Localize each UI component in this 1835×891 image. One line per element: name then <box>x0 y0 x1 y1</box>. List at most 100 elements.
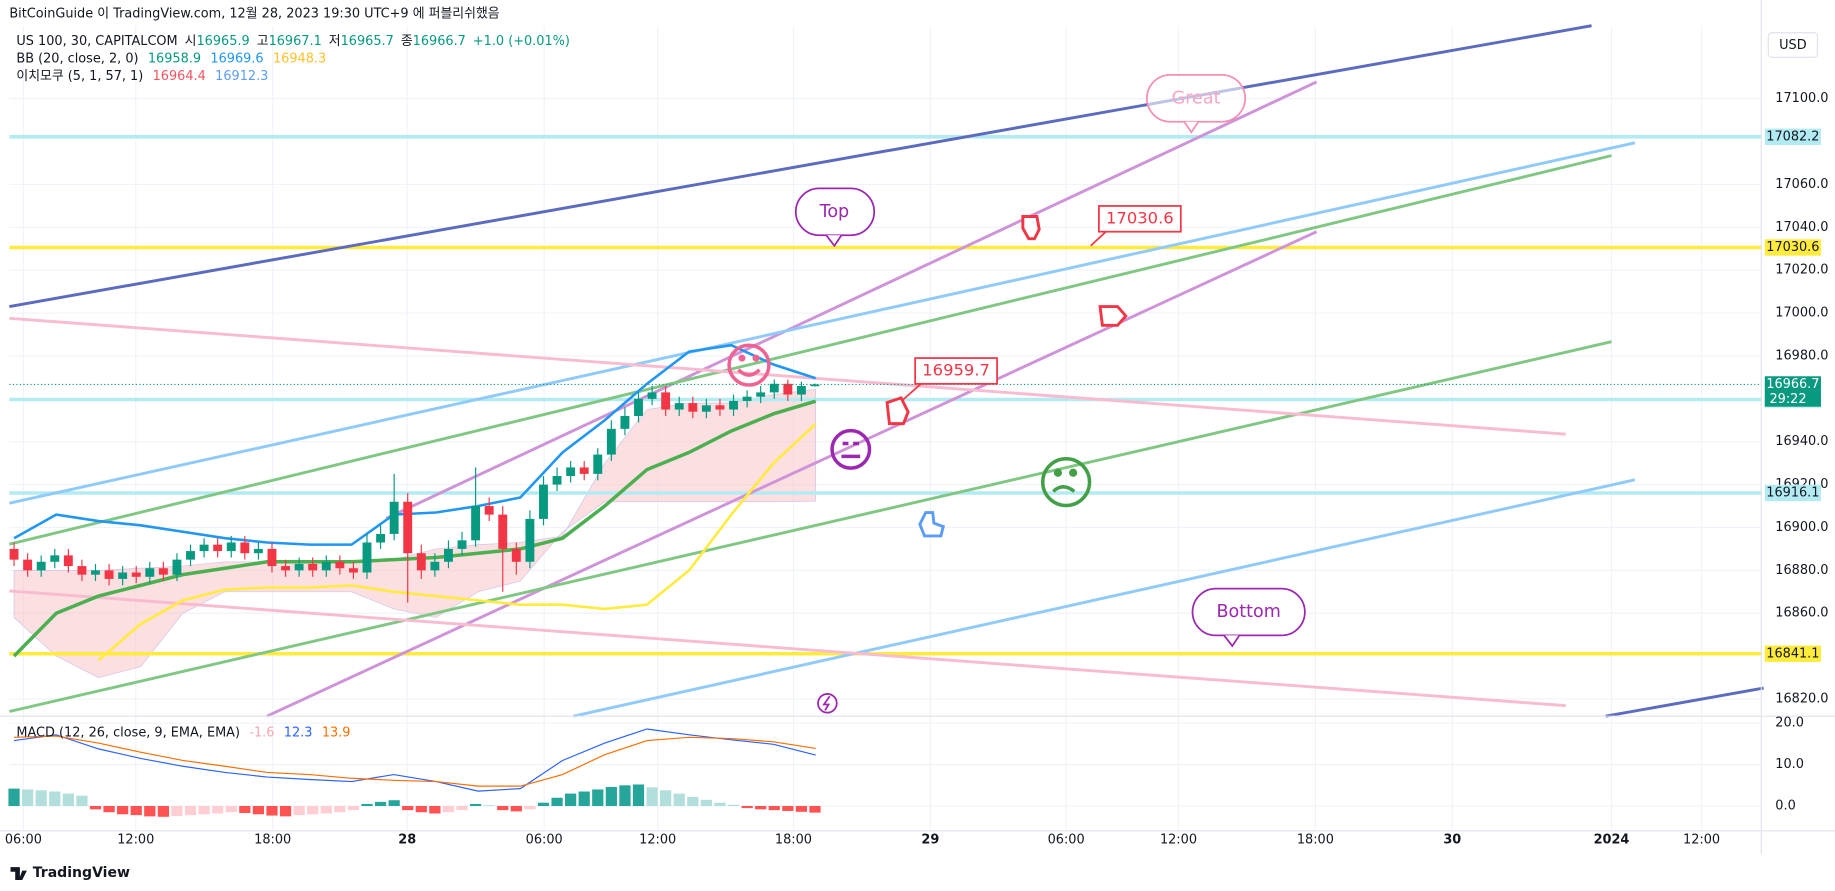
macd-histogram-bar <box>619 785 631 807</box>
macd-histogram-bar <box>307 806 319 815</box>
trend-line <box>9 316 1566 436</box>
x-tick-label: 30 <box>1443 833 1461 848</box>
macd-histogram-bar <box>49 791 61 807</box>
candle-body <box>158 568 168 575</box>
legend-line: BB (20, close, 2, 0) 16958.9 16969.6 16948.… <box>16 51 326 66</box>
x-tick-label: 12:00 <box>117 833 154 848</box>
candle-body <box>606 428 616 455</box>
candle-body <box>647 392 657 399</box>
macd-histogram-bar <box>741 806 753 809</box>
macd-histogram-bar <box>144 806 156 817</box>
legend-item: 12.3 <box>284 725 313 740</box>
x-tick-label: 18:00 <box>775 833 812 848</box>
candle-body <box>471 506 481 541</box>
candle-body <box>362 542 372 573</box>
y-tick-label: 16980.0 <box>1775 348 1828 363</box>
callout-tail <box>825 234 843 248</box>
candle-body <box>321 561 331 571</box>
legend-line: 이치모쿠 (5, 1, 57, 1) 16964.4 16912.3 <box>16 69 268 84</box>
macd-histogram-bar <box>632 784 645 807</box>
candle-body <box>226 542 236 552</box>
candle-body <box>525 518 535 562</box>
price-note: 17030.6 <box>1106 208 1174 227</box>
macd-histogram-bar <box>524 806 536 810</box>
trend-line <box>9 589 1566 708</box>
legend-item: 종 <box>401 33 413 48</box>
macd-tick-label: 20.0 <box>1775 716 1804 731</box>
legend-item: BB (20, close, 2, 0) <box>16 51 138 66</box>
neutral-face <box>830 428 872 470</box>
macd-histogram-bar <box>130 806 142 816</box>
countdown: 29:22 <box>1769 392 1806 407</box>
y-tick-label: 16880.0 <box>1775 563 1828 578</box>
indicator-line <box>97 422 817 662</box>
footer-brand: TradingView <box>33 865 130 881</box>
currency-button[interactable] <box>1767 32 1819 58</box>
macd-histogram-bar <box>293 806 305 816</box>
candle-body <box>91 570 100 575</box>
x-tick-label: 06:00 <box>526 833 563 848</box>
macd-histogram-bar <box>510 806 522 812</box>
trend-line <box>9 340 1612 713</box>
callout-tail <box>1183 121 1200 134</box>
legend-item: 16966.7 <box>413 33 466 48</box>
macd-histogram-bar <box>103 806 115 813</box>
candle-body <box>552 476 562 485</box>
candle-body <box>539 484 548 519</box>
candle-body <box>281 566 290 571</box>
legend-item: 16965.7 <box>341 33 394 48</box>
legend-item: 16912.3 <box>215 69 268 84</box>
y-tick-label: 17100.0 <box>1775 91 1828 106</box>
macd-histogram-bar <box>660 790 672 807</box>
macd-histogram-bar <box>700 799 712 807</box>
candle-body <box>348 568 358 573</box>
legend-item: US 100, 30, CAPITALCOM <box>16 33 177 48</box>
legend-item: MACD (12, 26, close, 9, EMA, EMA) <box>16 725 240 740</box>
candle-body <box>389 501 399 534</box>
x-tick-label: 12:00 <box>1160 833 1197 848</box>
price-note-box <box>914 357 998 385</box>
macd-histogram-bar <box>22 789 34 807</box>
legend-item: 16965.9 <box>197 33 250 48</box>
macd-histogram-bar <box>442 806 455 813</box>
macd-histogram-bar <box>714 802 726 807</box>
legend-item: 고 <box>257 33 269 48</box>
y-tick-label: 17000.0 <box>1775 306 1828 321</box>
trend-line <box>266 230 1318 718</box>
candle-body <box>484 506 494 515</box>
macd-histogram-bar <box>62 793 74 807</box>
levels <box>9 135 1762 656</box>
footer-logo <box>10 867 27 880</box>
candle-body <box>308 563 318 571</box>
x-tick-label: 06:00 <box>1048 833 1085 848</box>
hand-icons <box>885 215 1128 538</box>
candle-body <box>294 563 304 571</box>
level-label: 17082.2 <box>1766 129 1819 144</box>
candle-body <box>403 501 413 554</box>
legend-item: 16958.9 <box>148 51 201 66</box>
macd-histogram-bar <box>89 806 102 810</box>
macd-histogram-bar <box>415 806 427 813</box>
macd-histogram-bar <box>565 793 577 807</box>
candle-body <box>9 548 19 560</box>
macd-histogram-bar <box>320 806 332 814</box>
legend-item: 16967.1 <box>269 33 322 48</box>
macd-histogram-bar <box>239 806 251 814</box>
macd-tick-label: 10.0 <box>1775 757 1804 772</box>
currency[interactable]: USD <box>1779 38 1807 53</box>
y-tick-label: 17060.0 <box>1775 177 1828 192</box>
callout-top: Top <box>819 202 850 222</box>
level-label-bg <box>1764 128 1821 146</box>
candle-body <box>498 514 508 549</box>
macd-histogram-bar <box>809 806 821 813</box>
macd-histogram-bar <box>795 806 808 812</box>
macd-histogram-bar <box>578 791 590 807</box>
legend-item: 16964.4 <box>153 69 206 84</box>
last-price-bg <box>1764 376 1821 407</box>
candle-body <box>674 403 684 410</box>
indicator-line <box>12 399 817 658</box>
macd-histogram-bar <box>497 806 509 811</box>
indicator-line <box>13 343 817 546</box>
trend-line <box>573 478 1636 718</box>
